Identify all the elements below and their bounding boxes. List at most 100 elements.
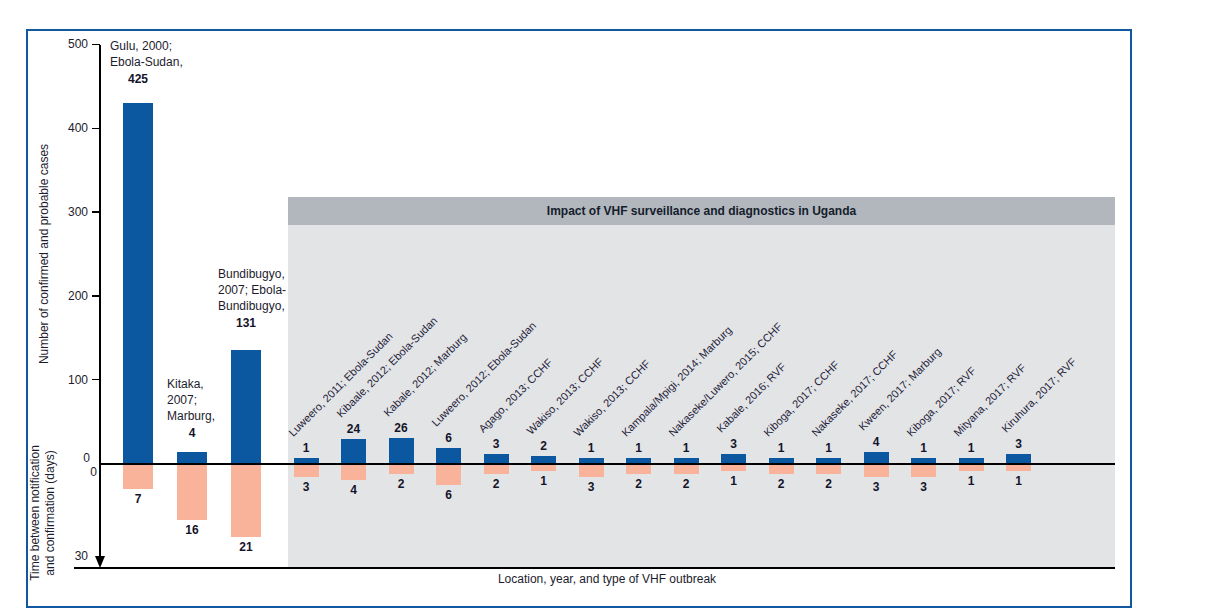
cases-bar [484, 454, 509, 463]
cases-value-label: 1 [761, 441, 801, 455]
days-value-label: 2 [809, 477, 849, 491]
cases-bar [436, 448, 461, 463]
days-bar [294, 465, 319, 477]
outbreak-label: Gulu, 2000;Ebola-Sudan, [110, 38, 183, 70]
outbreak-label-line: Marburg, [167, 408, 215, 424]
outbreak-label-line: Bundibugyo, [218, 266, 286, 282]
days-bar [231, 465, 261, 537]
days-value-label: 16 [172, 523, 212, 537]
days-bar [531, 465, 556, 471]
days-value-label: 4 [334, 483, 374, 497]
days-value-label: 2 [476, 477, 516, 491]
days-bar [436, 465, 461, 485]
days-value-label: 1 [951, 474, 991, 488]
days-bar [816, 465, 841, 474]
outbreak-label: Kitaka,2007;Marburg, [167, 376, 215, 424]
days-value-label: 2 [761, 477, 801, 491]
cases-tick-label: 100 [54, 373, 88, 387]
cases-bar [231, 350, 261, 464]
cases-value-label: 24 [334, 422, 374, 436]
tick-mark [92, 211, 100, 213]
days-axis-title-line1: Time between notification [28, 445, 43, 581]
days-bar [579, 465, 604, 477]
cases-value-label: 425 [98, 72, 178, 86]
cases-value-label: 4 [856, 435, 896, 449]
cases-bar [389, 438, 414, 464]
cases-value-label: 26 [381, 421, 421, 435]
outbreak-label-line: Gulu, 2000; [110, 38, 183, 54]
days-value-label: 2 [619, 477, 659, 491]
cases-bar [341, 439, 366, 463]
days-value-label: 7 [118, 492, 158, 506]
days-value-label: 3 [571, 480, 611, 494]
outbreak-label-line: 2007; [167, 392, 215, 408]
days-value-label: 21 [226, 540, 266, 554]
cases-bar [769, 458, 794, 463]
cases-tick-label: 300 [54, 205, 88, 219]
days-value-label: 1 [714, 474, 754, 488]
cases-bar [294, 458, 319, 463]
outbreak-label-line: Bundibugyo, [218, 298, 286, 314]
cases-bar [626, 458, 651, 463]
cases-bar [123, 103, 153, 463]
days-value-label: 2 [666, 477, 706, 491]
outbreak-label-line: Kitaka, [167, 376, 215, 392]
days-bar [626, 465, 651, 474]
cases-value-label: 2 [524, 439, 564, 453]
cases-value-label: 131 [206, 316, 286, 330]
cases-value-label: 1 [571, 441, 611, 455]
days-bar [911, 465, 936, 477]
days-bar [341, 465, 366, 480]
days-axis-30-label: 30 [54, 549, 88, 563]
days-value-label: 2 [381, 477, 421, 491]
days-bar [1006, 465, 1031, 471]
cases-value-label: 1 [619, 441, 659, 455]
cases-bar [1006, 454, 1031, 463]
days-bar [769, 465, 794, 474]
days-axis-title: Time between notification and confirmati… [28, 445, 58, 581]
days-bar [484, 465, 509, 474]
days-value-label: 1 [999, 474, 1039, 488]
cases-value-label: 3 [999, 437, 1039, 451]
days-value-label: 3 [856, 480, 896, 494]
cases-value-label: 6 [429, 431, 469, 445]
days-bar [389, 465, 414, 474]
days-axis-zero-label: 0 [63, 465, 97, 479]
days-bar [864, 465, 889, 477]
cases-value-label: 4 [152, 426, 232, 440]
cases-bar [959, 458, 984, 463]
cases-bar [579, 458, 604, 463]
tick-mark [92, 295, 100, 297]
days-axis-title-line2: and confirmation (days) [43, 445, 58, 581]
days-bar [674, 465, 699, 474]
tick-mark [92, 128, 100, 130]
cases-tick-label: 200 [54, 289, 88, 303]
cases-bar [721, 454, 746, 463]
x-axis-title: Location, year, and type of VHF outbreak [407, 572, 807, 586]
figure-canvas: Impact of VHF surveillance and diagnosti… [0, 0, 1206, 613]
cases-bar [911, 458, 936, 463]
cases-tick-label: 400 [54, 121, 88, 135]
cases-bar [674, 458, 699, 463]
cases-axis-zero-label: 0 [56, 451, 90, 465]
cases-value-label: 1 [809, 441, 849, 455]
thirty-day-gridline [74, 567, 1115, 569]
cases-bar [531, 456, 556, 463]
cases-value-label: 1 [286, 441, 326, 455]
outbreak-label-line: Ebola-Sudan, [110, 54, 183, 70]
cases-bar [177, 452, 207, 463]
days-value-label: 3 [904, 480, 944, 494]
days-value-label: 3 [286, 480, 326, 494]
cases-bar [816, 458, 841, 463]
uganda-impact-panel-header: Impact of VHF surveillance and diagnosti… [288, 197, 1115, 225]
outbreak-label: Bundibugyo,2007; Ebola-Bundibugyo, [218, 266, 286, 314]
cases-value-label: 1 [666, 441, 706, 455]
days-bar [959, 465, 984, 471]
cases-value-label: 3 [476, 437, 516, 451]
cases-value-label: 3 [714, 437, 754, 451]
cases-axis-title: Number of confirmed and probable cases [37, 144, 51, 364]
days-bar [177, 465, 207, 520]
cases-bar [864, 452, 889, 463]
cases-value-label: 1 [951, 441, 991, 455]
outbreak-label-line: 2007; Ebola- [218, 282, 286, 298]
